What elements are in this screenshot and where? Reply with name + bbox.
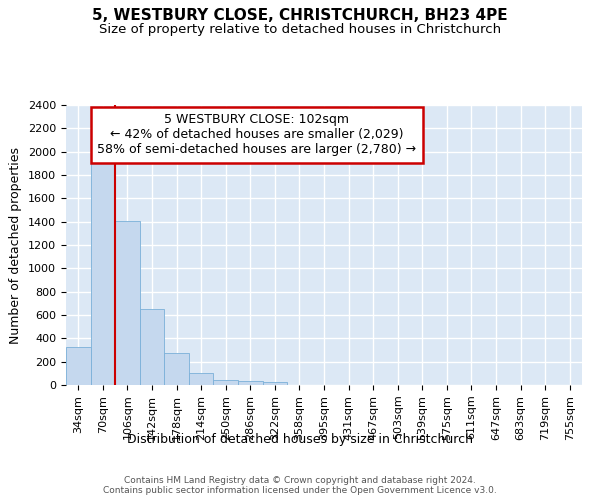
Y-axis label: Number of detached properties: Number of detached properties [10, 146, 22, 344]
Bar [115, 221, 140, 385]
Text: Size of property relative to detached houses in Christchurch: Size of property relative to detached ho… [99, 22, 501, 36]
Bar [164, 353, 189, 385]
Bar [91, 155, 115, 385]
Text: Distribution of detached houses by size in Christchurch: Distribution of detached houses by size … [127, 432, 473, 446]
Text: 5 WESTBURY CLOSE: 102sqm
← 42% of detached houses are smaller (2,029)
58% of sem: 5 WESTBURY CLOSE: 102sqm ← 42% of detach… [97, 114, 416, 156]
Bar [238, 381, 263, 385]
Bar [140, 309, 164, 385]
Text: 5, WESTBURY CLOSE, CHRISTCHURCH, BH23 4PE: 5, WESTBURY CLOSE, CHRISTCHURCH, BH23 4P… [92, 8, 508, 22]
Bar [214, 380, 238, 385]
Bar [263, 382, 287, 385]
Bar [66, 347, 91, 385]
Text: Contains HM Land Registry data © Crown copyright and database right 2024.
Contai: Contains HM Land Registry data © Crown c… [103, 476, 497, 495]
Bar [189, 374, 214, 385]
